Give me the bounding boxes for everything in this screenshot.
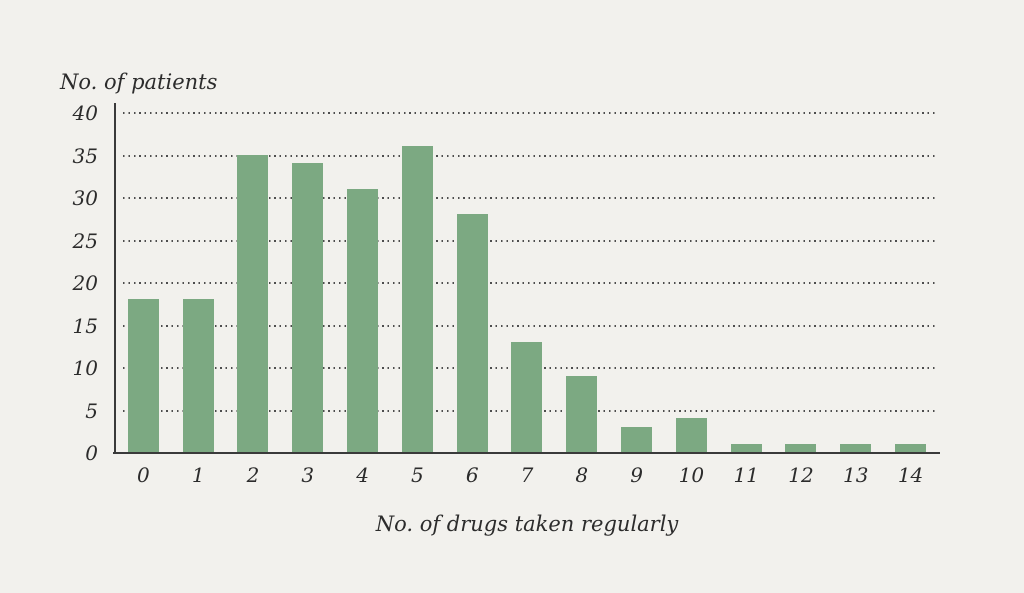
bar-6: [456, 214, 488, 452]
bar-10: [675, 418, 707, 452]
bar-14: [895, 443, 927, 452]
y-tick-label-5: 5: [85, 398, 98, 423]
gridline-y-40: [123, 112, 938, 114]
x-tick-label-9: 9: [630, 463, 643, 487]
x-tick-label-10: 10: [678, 463, 705, 487]
bar-1: [182, 299, 214, 452]
bars-layer: [116, 113, 938, 452]
gridline-y-15: [123, 324, 938, 327]
bar-4: [347, 188, 379, 452]
x-tick-label-5: 5: [411, 463, 424, 487]
bar-slot-12: [774, 113, 829, 452]
x-tick-label-12: 12: [788, 463, 814, 487]
bar-12: [785, 443, 817, 452]
bar-slot-14: [883, 113, 938, 452]
y-axis-line: [114, 103, 116, 454]
gridline-y-30: [123, 197, 938, 199]
y-tick-label-40: 40: [72, 101, 98, 125]
x-tick-label-1: 1: [191, 463, 205, 487]
bar-11: [730, 443, 762, 452]
x-axis-title: No. of drugs taken regularly: [375, 512, 679, 536]
bar-slot-10: [664, 113, 719, 452]
bar-slot-4: [335, 113, 390, 452]
bar-0: [127, 299, 159, 452]
bar-2: [237, 154, 269, 452]
y-tick-labels: 0 5 10 15 20 25 30 35 40: [30, 101, 98, 465]
y-tick-label-35: 35: [72, 143, 98, 168]
bar-slot-5: [390, 113, 445, 452]
x-tick-label-13: 13: [843, 463, 869, 487]
gridline-y-20: [123, 282, 938, 284]
x-tick-label-14: 14: [897, 463, 924, 487]
y-tick-label-25: 25: [72, 228, 98, 253]
x-tick-label-2: 2: [246, 463, 260, 487]
bar-slot-6: [445, 113, 500, 452]
bar-5: [401, 146, 433, 452]
bar-slot-9: [609, 113, 664, 452]
bar-slot-0: [116, 113, 171, 452]
bar-slot-3: [280, 113, 335, 452]
bar-3: [292, 163, 324, 452]
y-tick-label-20: 20: [72, 271, 98, 295]
bar-slot-11: [719, 113, 774, 452]
gridline-y-35: [123, 154, 938, 157]
bar-slot-1: [171, 113, 226, 452]
y-tick-label-15: 15: [72, 313, 98, 338]
x-tick-label-6: 6: [465, 463, 479, 487]
bar-slot-8: [554, 113, 609, 452]
x-tick-labels: 0 1 2 3 4 5 6 7 8 9 10 11 12 13 14: [116, 463, 938, 487]
bar-8: [566, 375, 598, 452]
x-axis-line: [113, 452, 940, 454]
x-tick-label-4: 4: [356, 463, 369, 487]
bar-13: [840, 443, 872, 452]
y-tick-label-30: 30: [72, 186, 98, 210]
bar-slot-2: [226, 113, 281, 452]
x-tick-label-11: 11: [733, 463, 759, 487]
x-tick-label-0: 0: [137, 463, 150, 487]
x-tick-label-8: 8: [575, 463, 589, 487]
bar-7: [511, 341, 543, 452]
bar-9: [621, 426, 653, 452]
bar-slot-7: [500, 113, 555, 452]
y-tick-label-10: 10: [72, 356, 98, 380]
y-axis-title: No. of patients: [60, 70, 218, 94]
gridline-y-25: [123, 239, 938, 242]
bar-slot-13: [828, 113, 883, 452]
x-tick-label-3: 3: [301, 463, 315, 487]
y-tick-label-0: 0: [85, 441, 98, 465]
x-tick-label-7: 7: [520, 463, 534, 487]
